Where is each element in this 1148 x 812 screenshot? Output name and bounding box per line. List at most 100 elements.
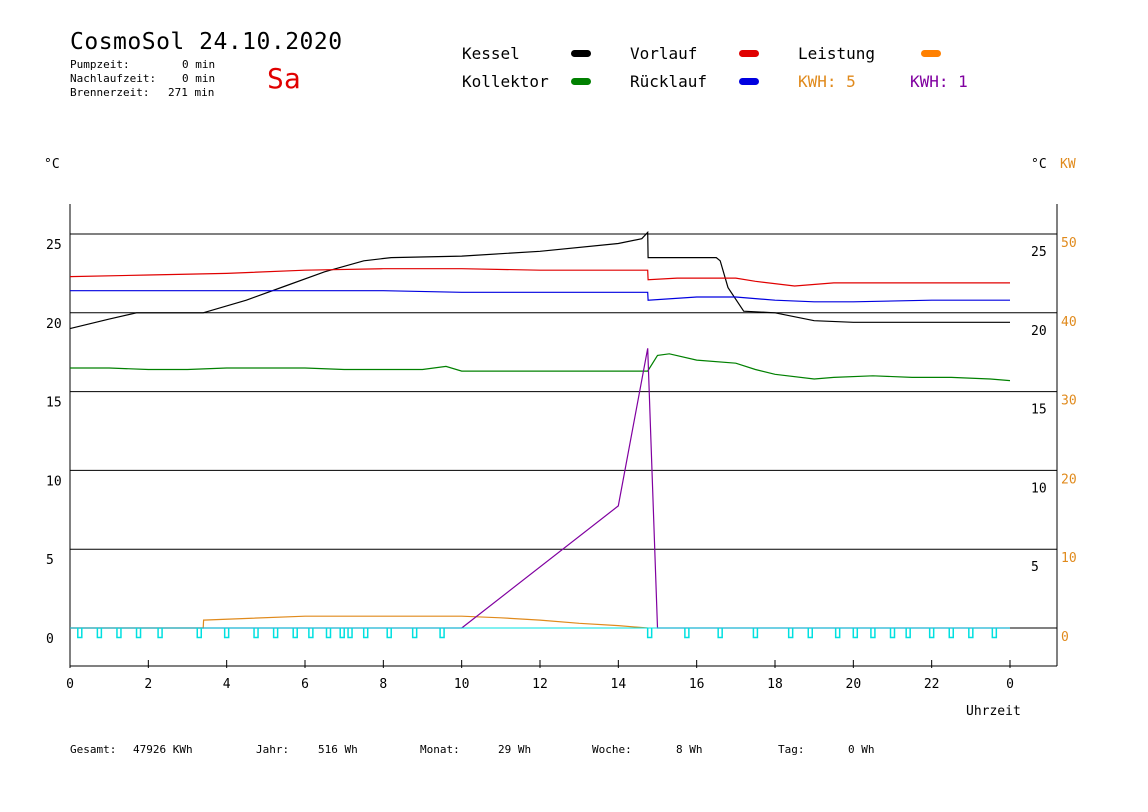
y2-tick-kw: 20 — [1061, 472, 1077, 487]
series-pumpe-pulse — [386, 628, 392, 639]
series-pumpe-pulse — [96, 628, 103, 639]
x-tick-label: 10 — [454, 677, 470, 692]
series-pumpe-pulse — [684, 628, 690, 639]
series-pumpe-pulse — [752, 628, 759, 639]
series-pumpe-pulse — [339, 628, 345, 639]
series-pumpe-pulse — [362, 628, 369, 639]
series-pumpe-pulse — [717, 628, 723, 639]
footer-jahr-value: 516 Wh — [318, 743, 358, 756]
footer-monat-value: 29 Wh — [498, 743, 532, 756]
series-pumpe-pulse — [325, 628, 332, 639]
series-pumpe-pulse — [905, 628, 911, 639]
x-tick-label: 18 — [767, 677, 783, 692]
legend-kwh-leistung: KWH: 5 — [798, 72, 856, 91]
series-pumpe-pulse — [870, 628, 876, 639]
footer-woche-label: Woche: — [592, 743, 632, 756]
stat-pumpzeit-value: 0 min — [182, 58, 216, 71]
legend-kollektor-label: Kollektor — [462, 72, 549, 91]
stat-pumpzeit-label: Pumpzeit: — [70, 58, 130, 71]
stat-brennerzeit-value: 271 min — [168, 86, 215, 99]
y-tick-right: 5 — [1031, 560, 1039, 575]
series-pumpe-pulse — [308, 628, 314, 639]
x-tick-label: 4 — [223, 677, 231, 692]
y-tick-left: 10 — [46, 474, 62, 489]
stat-nachlaufzeit-label: Nachlaufzeit: — [70, 72, 157, 85]
legend-ruecklauf-swatch — [739, 78, 759, 85]
series-pumpe-pulse — [787, 628, 794, 639]
legend-kollektor-swatch — [571, 78, 591, 85]
series-pumpe-pulse — [991, 628, 998, 639]
footer-gesamt-value: 47926 KWh — [133, 743, 193, 756]
stat-brennerzeit-label: Brennerzeit: — [70, 86, 150, 99]
footer-monat-label: Monat: — [420, 743, 460, 756]
series-kwh-1-line — [70, 348, 1010, 629]
x-axis-label: Uhrzeit — [966, 704, 1021, 719]
y2-tick-kw: 10 — [1061, 551, 1077, 566]
chart-title: CosmoSol 24.10.2020 — [70, 29, 343, 55]
legend-leistung-label: Leistung — [798, 44, 876, 63]
y-tick-right: 10 — [1031, 481, 1047, 496]
y2-tick-kw: 40 — [1061, 315, 1077, 330]
legend-ruecklauf-label: Rücklauf — [630, 72, 708, 91]
series-pumpe-pulse — [347, 628, 353, 639]
x-tick-label: 0 — [1006, 677, 1014, 692]
y-tick-left: 0 — [46, 632, 54, 647]
y-tick-right: 25 — [1031, 245, 1047, 260]
series-pumpe-pulse — [411, 628, 418, 639]
series-pumpe-pulse — [223, 628, 230, 639]
series-kessel-line — [69, 230, 1010, 330]
legend-kessel-swatch — [571, 50, 591, 57]
series-pumpe-pulse — [196, 628, 202, 639]
left-axis-unit: °C — [44, 157, 60, 172]
series-pumpe-pulse — [135, 628, 142, 639]
y-tick-right: 20 — [1031, 324, 1047, 339]
series-pumpe-pulse — [928, 628, 935, 639]
right-axis-unit: °C — [1031, 157, 1047, 172]
y-tick-left: 25 — [46, 238, 62, 253]
right-axis-kw-unit: KW — [1060, 157, 1076, 172]
x-tick-label: 12 — [532, 677, 548, 692]
series-pumpe-pulse — [968, 628, 974, 639]
footer-tag-value: 0 Wh — [848, 743, 875, 756]
x-tick-label: 22 — [924, 677, 940, 692]
series-r-cklauf-line — [70, 290, 1010, 303]
y2-tick-kw: 30 — [1061, 394, 1077, 409]
footer-jahr-label: Jahr: — [256, 743, 290, 756]
series-pumpe-pulse — [292, 628, 298, 639]
series-pumpe-pulse — [439, 628, 445, 639]
series-pumpe-pulse — [948, 628, 954, 639]
series-kollektor-line — [70, 353, 1011, 382]
y-tick-right: 15 — [1031, 403, 1047, 418]
y2-tick-kw: 0 — [1061, 630, 1069, 645]
series-pumpe-pulse — [889, 628, 896, 639]
weekday-label: Sa — [267, 62, 301, 95]
series-pumpe-pulse — [272, 628, 279, 639]
x-tick-label: 16 — [689, 677, 705, 692]
series-pumpe-pulse — [646, 628, 653, 639]
series-pumpe-pulse — [834, 628, 841, 639]
series-pumpe-pulse — [157, 628, 163, 639]
x-tick-label: 14 — [611, 677, 627, 692]
legend-leistung-swatch — [921, 50, 941, 57]
series-leistung-line — [70, 615, 648, 629]
y-tick-left: 5 — [46, 553, 54, 568]
x-tick-label: 2 — [144, 677, 152, 692]
footer-woche-value: 8 Wh — [676, 743, 703, 756]
footer-tag-label: Tag: — [778, 743, 805, 756]
series-pumpe-pulse — [77, 628, 83, 639]
x-tick-label: 8 — [379, 677, 387, 692]
legend-kwh-solar: KWH: 1 — [910, 72, 968, 91]
series-vorlauf-line — [69, 268, 1010, 287]
legend-vorlauf-label: Vorlauf — [630, 44, 698, 63]
series-pumpe-pulse — [116, 628, 122, 639]
series-pumpe-pulse — [807, 628, 813, 639]
x-tick-label: 6 — [301, 677, 309, 692]
stat-nachlaufzeit-value: 0 min — [182, 72, 216, 85]
footer-gesamt-label: Gesamt: — [70, 743, 117, 756]
y2-tick-kw: 50 — [1061, 236, 1077, 251]
x-tick-label: 0 — [66, 677, 74, 692]
legend-vorlauf-swatch — [739, 50, 759, 57]
series-pumpe-pulse — [852, 628, 859, 639]
x-tick-label: 20 — [846, 677, 862, 692]
